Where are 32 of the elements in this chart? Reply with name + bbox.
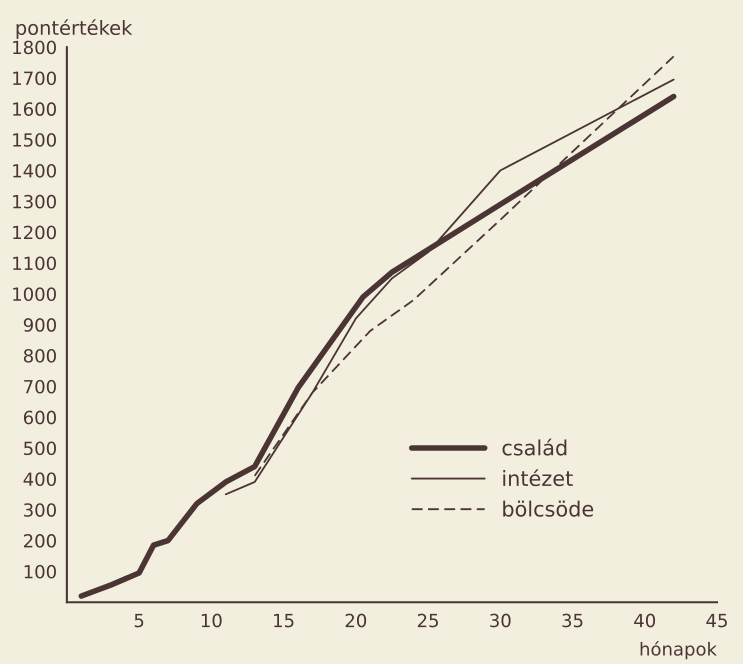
- y-tick-label: 400: [24, 472, 56, 486]
- legend-label: család: [502, 438, 566, 456]
- y-tick-label: 100: [24, 564, 56, 579]
- y-tick-label: 600: [24, 410, 56, 424]
- x-tick-label: 20: [346, 614, 366, 628]
- x-tick-label: 15: [274, 614, 294, 628]
- y-tick-label: 1700: [13, 71, 56, 86]
- y-tick-label: 900: [24, 318, 56, 332]
- x-axis-title: hónapok: [640, 641, 717, 660]
- x-tick-label: 25: [418, 614, 438, 628]
- y-tick-label: 1800: [13, 40, 56, 54]
- y-tick-label: 200: [24, 534, 56, 548]
- x-tick-label: 35: [562, 614, 582, 628]
- y-axis-title: pontértékek: [16, 19, 132, 39]
- y-tick-label: 300: [24, 503, 56, 517]
- legend-label: intézet: [503, 469, 573, 486]
- legend-label: bölcsöde: [503, 500, 594, 517]
- x-tick-label: 10: [202, 614, 222, 628]
- x-tick-label: 5: [134, 614, 144, 628]
- x-tick-label: 45: [706, 614, 727, 628]
- y-tick-label: 1500: [13, 133, 56, 147]
- y-tick-label: 700: [24, 380, 56, 394]
- x-tick-label: 40: [634, 614, 656, 628]
- y-tick-label: 1400: [13, 164, 56, 178]
- y-tick-label: 1600: [13, 102, 56, 116]
- y-tick-label: 1200: [13, 226, 56, 240]
- y-tick-label: 500: [24, 442, 56, 456]
- y-tick-label: 1000: [13, 287, 56, 301]
- x-tick-label: 30: [490, 614, 511, 628]
- y-tick-label: 1300: [13, 194, 56, 208]
- y-tick-label: 800: [24, 348, 56, 363]
- y-tick-label: 1100: [13, 256, 56, 270]
